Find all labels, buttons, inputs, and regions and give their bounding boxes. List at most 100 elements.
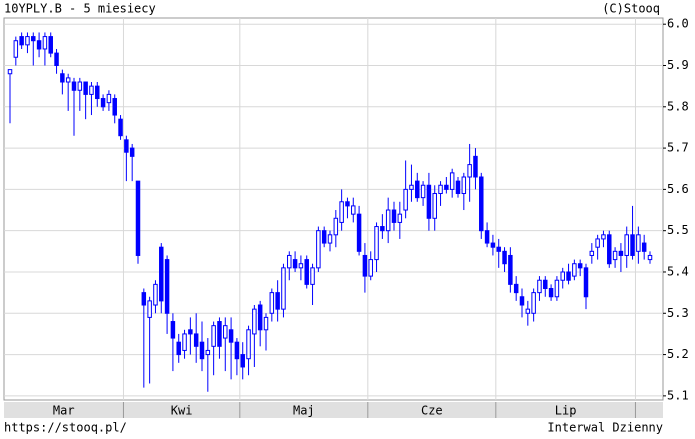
candle-body: [496, 246, 501, 252]
candle-body: [612, 250, 618, 261]
footer-left[interactable]: https://stooq.pl/: [4, 421, 127, 435]
candle-body: [269, 292, 275, 314]
candle-body: [403, 188, 408, 211]
candle-body: [147, 300, 152, 318]
candle-body: [193, 333, 199, 347]
candle-body: [420, 184, 426, 199]
candle-body: [554, 279, 560, 298]
candle-body: [519, 296, 525, 306]
candle-body: [228, 329, 234, 343]
footer-right: Interwal Dzienny: [547, 421, 663, 435]
source: (C)Stooq: [602, 2, 660, 16]
candle-body: [409, 184, 414, 190]
candle-body: [362, 254, 368, 277]
candle-body: [455, 180, 461, 195]
candle-body: [159, 246, 164, 302]
candle-body: [36, 40, 42, 50]
candle-body: [263, 316, 269, 331]
candle-body: [182, 333, 187, 351]
candle-body: [95, 85, 100, 100]
candle-body: [647, 254, 653, 261]
candle-body: [368, 259, 373, 277]
candle-body: [345, 201, 350, 207]
candle-body: [426, 184, 432, 219]
candle-body: [281, 267, 286, 310]
candle-body: [385, 209, 391, 232]
candle-body: [618, 250, 624, 256]
candle-body: [537, 279, 542, 294]
candle-body: [164, 259, 170, 314]
candle-body: [211, 325, 216, 347]
candle-body: [275, 292, 280, 310]
candle-body: [246, 329, 251, 360]
plot-area: [3, 17, 664, 401]
candle-body: [25, 36, 30, 46]
candle-body: [170, 321, 176, 339]
y-tick-label: 5.2: [667, 347, 689, 361]
candle-body: [391, 209, 397, 223]
x-axis-band: [4, 402, 663, 418]
candle-body: [124, 139, 129, 153]
candle-body: [479, 176, 484, 232]
candle-body: [484, 230, 490, 244]
candle-body: [205, 349, 211, 356]
y-tick-label: 5.7: [667, 141, 689, 155]
candle-body: [415, 180, 420, 199]
candle-body: [31, 36, 36, 42]
candle-body: [60, 73, 65, 83]
candle-body: [595, 238, 600, 248]
y-tick-label: 5.5: [667, 223, 689, 237]
candle-body: [217, 321, 222, 347]
chart-title: 10YPLY.B - 5 miesiecy: [4, 2, 156, 16]
y-tick-label: 5.8: [667, 99, 689, 113]
y-tick-label: 5.4: [667, 264, 689, 278]
candle-body: [438, 184, 443, 195]
candle-body: [601, 234, 606, 240]
y-tick-label: 5.6: [667, 182, 689, 196]
candle-body: [83, 81, 88, 95]
candle-body: [89, 85, 94, 95]
y-tick-label: 5.1: [667, 388, 689, 402]
candle-body: [473, 155, 478, 178]
candle-body: [432, 193, 437, 219]
candle-body: [7, 69, 13, 75]
candle-body: [624, 234, 629, 256]
candle-body: [461, 176, 467, 195]
candle-body: [356, 213, 362, 252]
candle-body: [77, 81, 83, 91]
candle-body: [566, 271, 571, 281]
candle-body: [316, 230, 321, 269]
candle-body: [42, 36, 48, 50]
candle-body: [327, 234, 333, 244]
candle-body: [513, 283, 519, 294]
candle-body: [374, 226, 379, 261]
candle-body: [252, 308, 257, 335]
candle-body: [577, 263, 583, 269]
x-tick-label: Cze: [421, 404, 443, 418]
candle-body: [351, 205, 356, 215]
candle-body: [525, 308, 531, 314]
candle-body: [397, 213, 403, 223]
candle-body: [188, 329, 193, 335]
candle-body: [153, 283, 158, 306]
candle-body: [490, 242, 496, 248]
candle-body: [19, 36, 24, 46]
candle-body: [287, 254, 292, 269]
candle-body: [449, 172, 455, 190]
candle-body: [572, 263, 577, 277]
candle-body: [589, 250, 595, 256]
candle-body: [257, 304, 263, 331]
candle-body: [71, 81, 77, 91]
candle-body: [141, 292, 147, 306]
candle-body: [13, 40, 19, 58]
candle-body: [380, 226, 385, 232]
candle-body: [310, 267, 315, 285]
x-tick-label: Maj: [293, 404, 315, 418]
candle-body: [292, 259, 298, 269]
candle-body: [502, 250, 507, 265]
candle-body: [444, 184, 449, 190]
candle-body: [607, 234, 612, 265]
candle-body: [321, 230, 327, 244]
candle-body: [508, 254, 513, 285]
